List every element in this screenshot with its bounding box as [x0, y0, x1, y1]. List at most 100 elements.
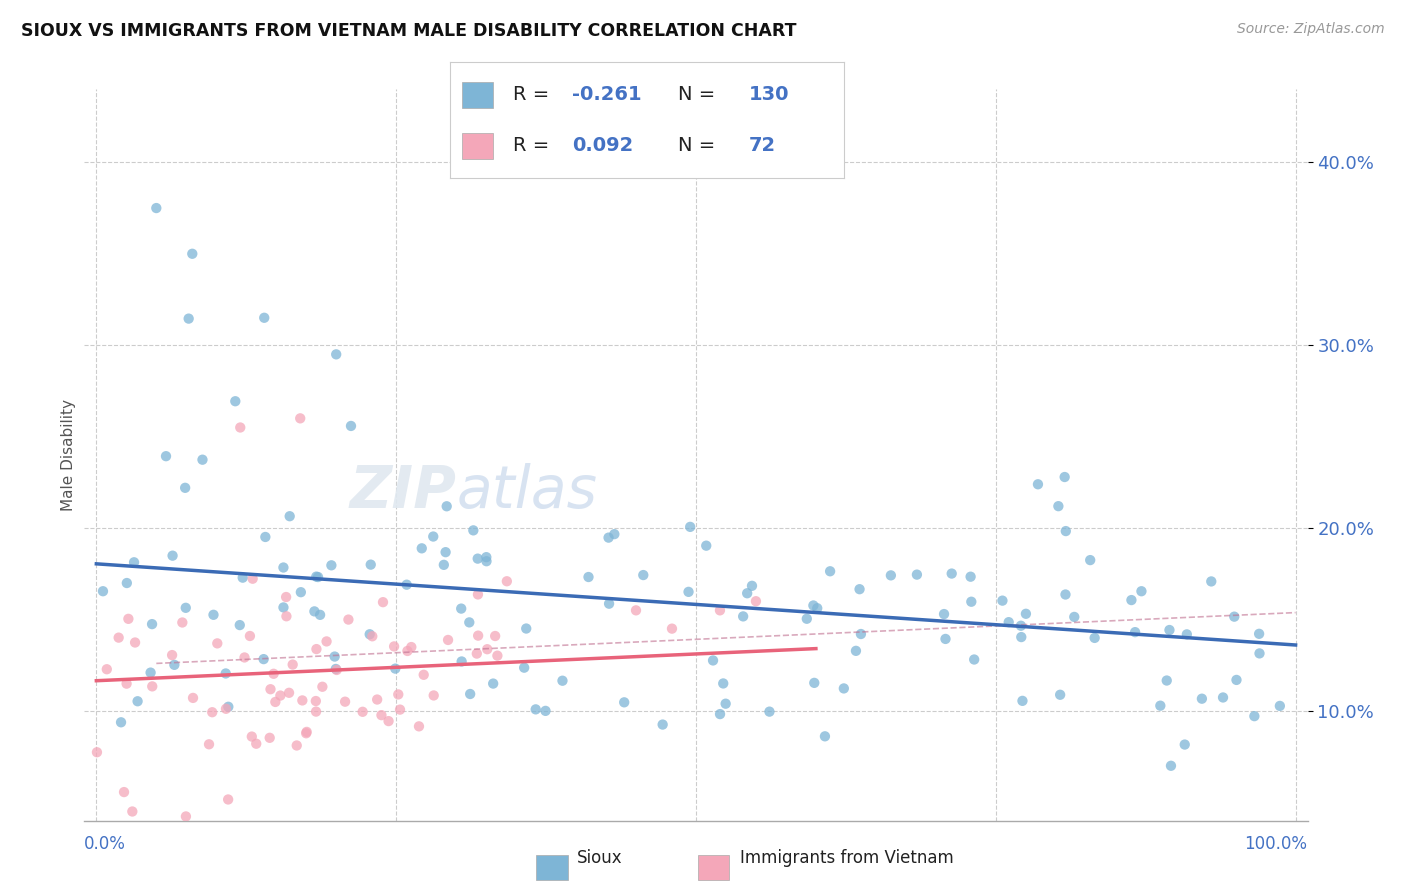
Point	[215, 666, 238, 681]
Point	[201, 705, 224, 719]
Point	[733, 609, 755, 624]
Text: R =: R =	[513, 86, 555, 104]
Point	[401, 640, 423, 654]
Point	[422, 689, 444, 703]
Point	[366, 692, 388, 706]
Point	[1053, 470, 1076, 484]
Point	[709, 603, 731, 617]
Point	[309, 607, 332, 622]
Point	[191, 452, 214, 467]
Point	[411, 541, 433, 556]
Point	[198, 737, 221, 751]
Point	[482, 676, 505, 690]
Point	[295, 725, 318, 739]
Point	[1026, 477, 1049, 491]
Point	[86, 745, 108, 759]
Point	[217, 792, 239, 806]
Point	[624, 603, 647, 617]
Point	[475, 550, 498, 565]
Point	[127, 694, 149, 708]
Point	[1121, 593, 1143, 607]
Point	[1015, 607, 1038, 621]
Point	[806, 601, 828, 615]
Point	[436, 500, 458, 514]
Point	[259, 682, 281, 697]
Point	[321, 558, 343, 573]
Point	[1054, 587, 1077, 601]
Point	[115, 576, 138, 591]
Point	[217, 699, 239, 714]
Point	[233, 650, 256, 665]
Point	[661, 622, 683, 636]
Point	[276, 609, 298, 624]
Point	[117, 612, 139, 626]
Point	[1084, 631, 1107, 645]
Point	[278, 686, 301, 700]
Point	[160, 648, 183, 662]
Point	[382, 640, 405, 654]
Point	[291, 693, 314, 707]
Point	[232, 571, 254, 585]
Point	[325, 347, 347, 361]
Point	[1078, 553, 1101, 567]
Point	[96, 662, 118, 676]
Point	[1212, 690, 1234, 705]
Point	[679, 520, 702, 534]
Point	[174, 809, 197, 823]
Point	[1191, 691, 1213, 706]
Point	[1156, 673, 1178, 688]
Point	[613, 695, 636, 709]
Point	[370, 708, 392, 723]
Point	[325, 663, 347, 677]
Text: atlas: atlas	[456, 463, 598, 520]
Point	[1201, 574, 1223, 589]
Point	[1225, 673, 1247, 687]
Point	[651, 717, 673, 731]
Point	[963, 652, 986, 666]
Point	[422, 529, 444, 543]
Point	[360, 558, 382, 572]
Point	[1063, 610, 1085, 624]
Point	[281, 657, 304, 672]
Point	[110, 715, 132, 730]
Point	[263, 666, 285, 681]
Point	[224, 394, 246, 409]
Point	[139, 665, 162, 680]
Point	[1175, 627, 1198, 641]
Point	[465, 647, 488, 661]
Point	[534, 704, 557, 718]
Point	[396, 644, 419, 658]
Point	[352, 705, 374, 719]
Point	[598, 597, 620, 611]
Point	[395, 577, 418, 591]
Point	[960, 595, 983, 609]
Point	[458, 615, 481, 630]
Point	[333, 695, 356, 709]
Point	[242, 572, 264, 586]
Point	[305, 642, 328, 657]
Point	[181, 246, 204, 260]
Text: 0.092: 0.092	[572, 136, 633, 155]
Text: Source: ZipAtlas.com: Source: ZipAtlas.com	[1237, 22, 1385, 37]
Text: SIOUX VS IMMIGRANTS FROM VIETNAM MALE DISABILITY CORRELATION CHART: SIOUX VS IMMIGRANTS FROM VIETNAM MALE DI…	[21, 22, 797, 40]
Point	[124, 635, 146, 649]
Point	[359, 627, 381, 641]
Text: N =: N =	[678, 86, 721, 104]
Point	[678, 585, 700, 599]
Point	[202, 607, 225, 622]
Point	[434, 545, 457, 559]
Point	[278, 509, 301, 524]
Point	[239, 629, 262, 643]
Point	[141, 679, 163, 693]
Text: 72: 72	[749, 136, 776, 155]
Point	[377, 714, 399, 728]
Point	[1010, 630, 1032, 644]
Point	[245, 737, 267, 751]
Point	[387, 687, 409, 701]
Point	[371, 595, 394, 609]
Point	[115, 676, 138, 690]
Text: Sioux: Sioux	[576, 849, 621, 867]
Point	[450, 655, 472, 669]
Point	[389, 703, 412, 717]
Point	[112, 785, 135, 799]
